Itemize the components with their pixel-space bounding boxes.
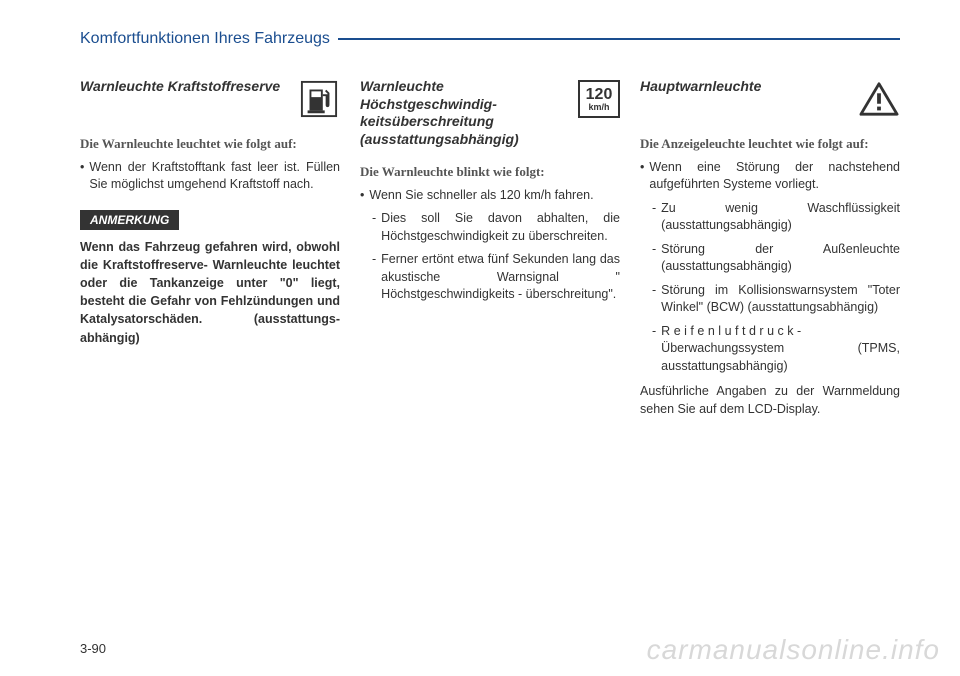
speed-value: 120 bbox=[586, 87, 613, 103]
dash-mark: - bbox=[652, 282, 656, 317]
col3-bullet-1: • Wenn eine Störung der nachstehend aufg… bbox=[640, 159, 900, 194]
col2-subbullet-2: - Ferner ertönt etwa fünf Sekunden lang … bbox=[372, 251, 620, 304]
col1-bullet-1: • Wenn der Kraftstofftank fast leer ist.… bbox=[80, 159, 340, 194]
column-2: Warnleuchte Höchstgeschwindig­keitsübers… bbox=[360, 78, 620, 418]
dash-mark: - bbox=[372, 210, 376, 245]
warning-triangle-icon bbox=[858, 78, 900, 120]
col1-header: Warnleuchte Kraftstoffreserve bbox=[80, 78, 340, 120]
fuel-pump-icon bbox=[298, 78, 340, 120]
col3-subbullet-1: - Zu wenig Waschflüssigkeit (ausstattung… bbox=[652, 200, 900, 235]
subbullet-text: Dies soll Sie davon abhalten, die Höchst… bbox=[381, 210, 620, 245]
content-columns: Warnleuchte Kraftstoffreserve Die Warnle… bbox=[80, 78, 900, 418]
bullet-mark: • bbox=[80, 159, 84, 194]
page-header: Komfortfunktionen Ihres Fahrzeugs bbox=[80, 30, 900, 48]
column-1: Warnleuchte Kraftstoffreserve Die Warnle… bbox=[80, 78, 340, 418]
column-3: Hauptwarnleuchte Die Anzeigeleuchte leuc… bbox=[640, 78, 900, 418]
col2-title: Warnleuchte Höchstgeschwindig­keitsübers… bbox=[360, 78, 570, 148]
col3-subbullet-2: - Störung der Außenleuchte (ausstattungs… bbox=[652, 241, 900, 276]
col3-header: Hauptwarnleuchte bbox=[640, 78, 900, 120]
col3-subheading: Die Anzeigeleuchte leuchtet wie folgt au… bbox=[640, 136, 900, 153]
speed-limit-icon: 120 km/h bbox=[578, 78, 620, 120]
bullet-mark: • bbox=[360, 187, 364, 205]
col2-subbullet-1: - Dies soll Sie davon abhalten, die Höch… bbox=[372, 210, 620, 245]
bullet-text: Wenn der Kraftstofftank fast leer ist. F… bbox=[89, 159, 340, 194]
subbullet-text: Reifenluftdruck- Überwachungssystem (TPM… bbox=[661, 323, 900, 376]
note-label: ANMERKUNG bbox=[80, 210, 179, 230]
col2-subheading: Die Warnleuchte blinkt wie folgt: bbox=[360, 164, 620, 181]
col1-note-text: Wenn das Fahrzeug gefahren wird, obwohl … bbox=[80, 238, 340, 347]
col1-subheading: Die Warnleuchte leuchtet wie folgt auf: bbox=[80, 136, 340, 153]
subbullet-text: Zu wenig Waschflüssigkeit (ausstattungsa… bbox=[661, 200, 900, 235]
col2-header: Warnleuchte Höchstgeschwindig­keitsübers… bbox=[360, 78, 620, 148]
col3-title: Hauptwarnleuchte bbox=[640, 78, 761, 96]
page-number: 3-90 bbox=[80, 641, 106, 656]
watermark-text: carmanualsonline.info bbox=[647, 634, 940, 666]
subbullet-text: Störung im Kollisionswarnsystem "Toter W… bbox=[661, 282, 900, 317]
dash-mark: - bbox=[652, 323, 656, 376]
dash-mark: - bbox=[652, 241, 656, 276]
bullet-text: Wenn eine Störung der nachstehend aufgef… bbox=[649, 159, 900, 194]
header-title: Komfortfunktionen Ihres Fahrzeugs bbox=[80, 30, 330, 48]
subbullet-text: Störung der Außenleuchte (ausstattungsab… bbox=[661, 241, 900, 276]
speed-unit: km/h bbox=[588, 103, 609, 112]
bullet-text: Wenn Sie schneller als 120 km/h fahren. bbox=[369, 187, 593, 205]
col3-subbullet-3: - Störung im Kollisionswarnsystem "Toter… bbox=[652, 282, 900, 317]
bullet-mark: • bbox=[640, 159, 644, 194]
page-container: Komfortfunktionen Ihres Fahrzeugs Warnle… bbox=[0, 0, 960, 438]
col3-subbullet-4: - Reifenluftdruck- Überwachungssystem (T… bbox=[652, 323, 900, 376]
col1-title: Warnleuchte Kraftstoffreserve bbox=[80, 78, 280, 96]
col3-body-text: Ausführliche Angaben zu der Warnmeldung … bbox=[640, 383, 900, 418]
dash-mark: - bbox=[372, 251, 376, 304]
subbullet-text: Ferner ertönt etwa fünf Sekunden lang da… bbox=[381, 251, 620, 304]
col2-bullet-1: • Wenn Sie schneller als 120 km/h fahren… bbox=[360, 187, 620, 205]
header-rule bbox=[338, 38, 900, 40]
dash-mark: - bbox=[652, 200, 656, 235]
